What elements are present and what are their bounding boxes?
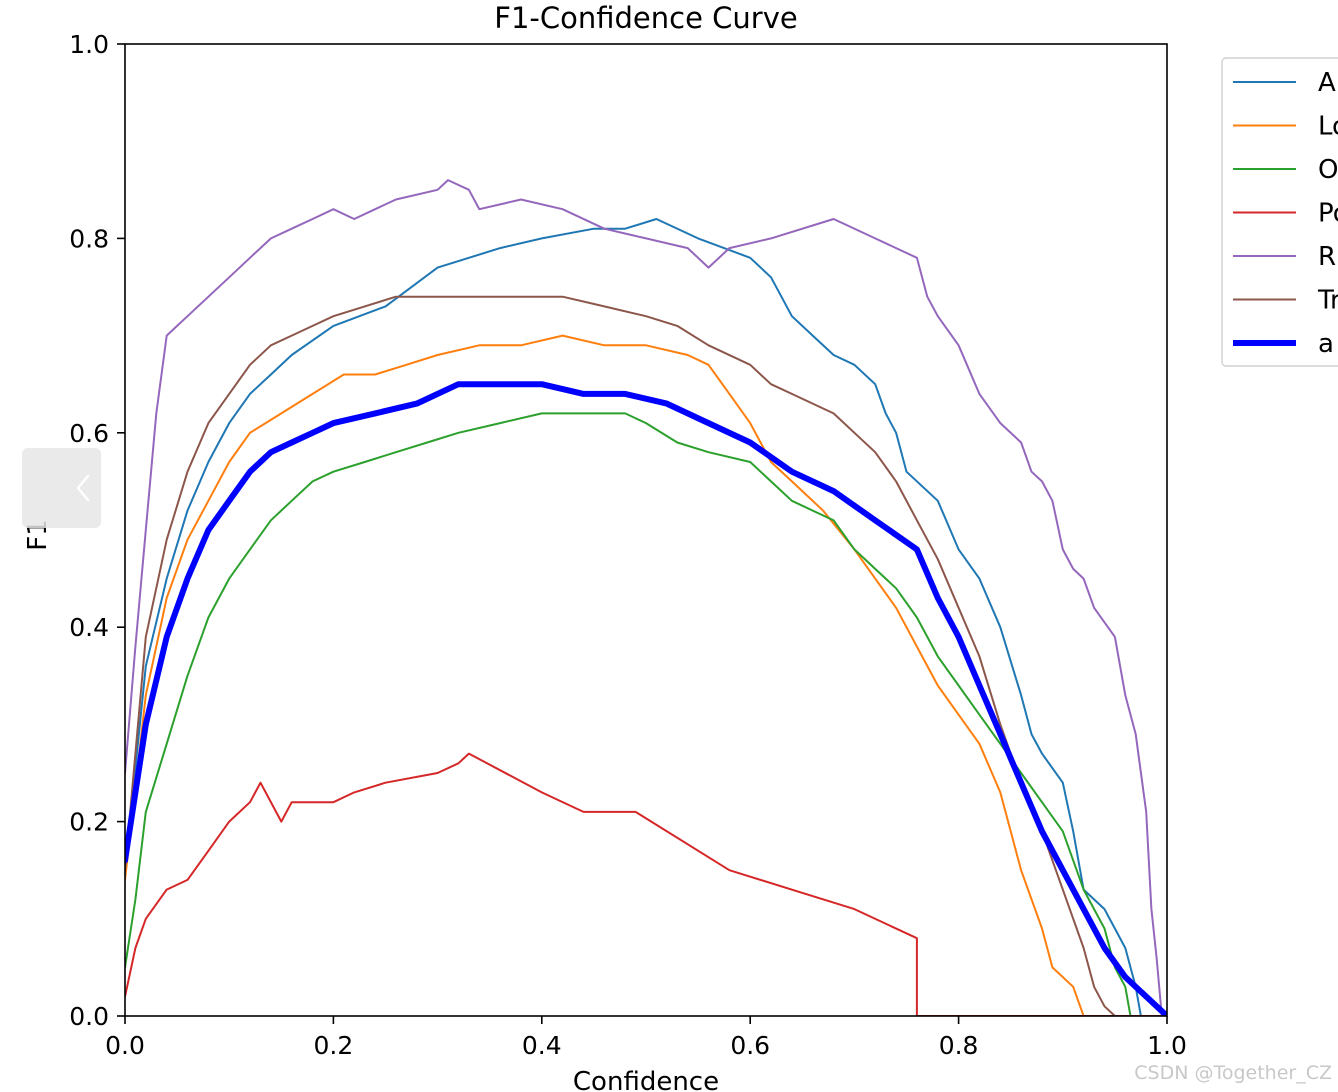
y-tick-label: 1.0 [69,30,109,59]
x-tick-label: 0.0 [105,1031,145,1060]
back-button[interactable] [22,448,101,528]
x-tick-label: 0.8 [939,1031,979,1060]
chart-title: F1-Confidence Curve [494,1,797,35]
watermark: CSDN @Together_CZ [1134,1062,1332,1084]
y-tick-label: 0.0 [69,1002,109,1031]
series-line-lo [125,334,1085,1016]
y-tick-label: 0.8 [69,224,109,253]
chevron-left-icon [76,474,90,502]
x-tick-label: 0.6 [730,1031,770,1060]
x-tick-label: 0.2 [314,1031,354,1060]
series-line-o [125,412,1132,1016]
x-tick-label: 0.4 [522,1031,562,1060]
legend-label: Lo [1318,112,1338,142]
y-tick-label: 0.6 [69,419,109,448]
legend-label: Tr [1317,286,1338,316]
legend-label: A [1318,68,1336,98]
series-line-r [125,179,1163,1016]
legend: A Lo O Po R Tr a [1221,57,1338,367]
legend-label: a [1318,329,1334,359]
legend-label: R [1318,242,1336,272]
x-axis-label: Confidence [573,1067,719,1092]
x-tick-label: 1.0 [1147,1031,1187,1060]
y-tick-label: 0.2 [69,808,109,837]
y-tick-label: 0.4 [69,613,109,642]
plot-frame [124,43,1168,1017]
legend-label: Po [1318,199,1338,229]
series-line-a [125,381,1167,1016]
legend-label: O [1318,155,1338,185]
series-line-a [125,218,1142,1016]
series-line-po [125,752,1167,1016]
